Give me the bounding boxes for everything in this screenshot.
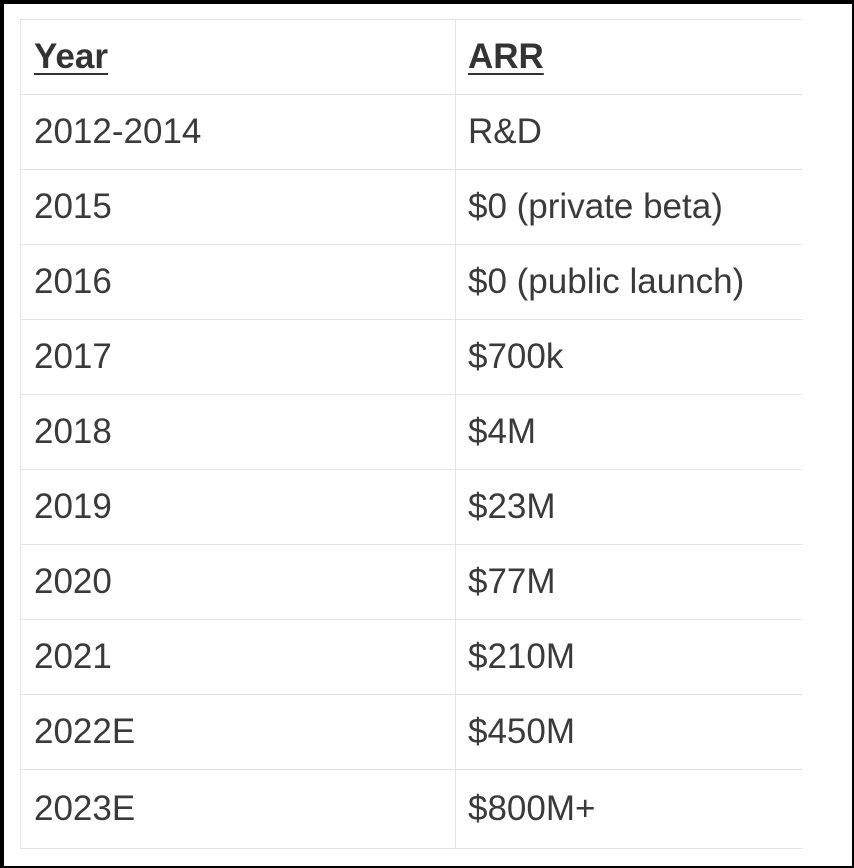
table-header-row: Year ARR [20,19,802,95]
table-row: 2019 $23M [20,469,802,545]
arr-cell: $700k [455,319,802,395]
arr-cell: R&D [455,94,802,170]
arr-cell: $4M [455,394,802,470]
year-cell: 2022E [20,694,456,770]
table-row: 2021 $210M [20,619,802,695]
arr-cell: $0 (public launch) [455,244,802,320]
year-cell: 2021 [20,619,456,695]
table-row: 2020 $77M [20,544,802,620]
table-row: 2016 $0 (public launch) [20,244,802,320]
year-cell: 2016 [20,244,456,320]
table-row: 2022E $450M [20,694,802,770]
table-row: 2015 $0 (private beta) [20,169,802,245]
header-year: Year [20,19,456,95]
header-arr: ARR [455,19,802,95]
table-row: 2017 $700k [20,319,802,395]
arr-table: Year ARR 2012-2014 R&D 2015 $0 (private … [20,19,802,849]
document-page: Year ARR 2012-2014 R&D 2015 $0 (private … [4,4,852,866]
year-cell: 2017 [20,319,456,395]
arr-cell: $210M [455,619,802,695]
arr-cell: $77M [455,544,802,620]
year-cell: 2020 [20,544,456,620]
table-row: 2023E $800M+ [20,769,802,849]
year-cell: 2019 [20,469,456,545]
table-row: 2012-2014 R&D [20,94,802,170]
year-cell: 2023E [20,769,456,849]
arr-cell: $23M [455,469,802,545]
arr-cell: $450M [455,694,802,770]
arr-cell: $0 (private beta) [455,169,802,245]
year-cell: 2018 [20,394,456,470]
year-cell: 2012-2014 [20,94,456,170]
year-cell: 2015 [20,169,456,245]
arr-cell: $800M+ [455,769,802,849]
table-row: 2018 $4M [20,394,802,470]
